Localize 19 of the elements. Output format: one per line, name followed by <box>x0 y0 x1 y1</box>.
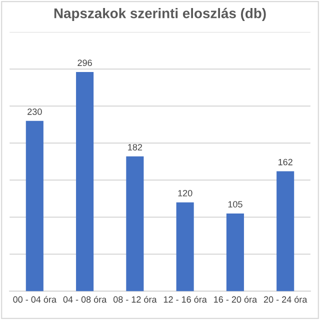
data-label: 162 <box>278 158 292 166</box>
bar <box>26 120 44 292</box>
data-label: 120 <box>178 190 192 196</box>
data-label: 105 <box>228 201 242 208</box>
x-tick-label: 00 - 04 óra <box>13 296 56 303</box>
data-label: 296 <box>78 60 92 66</box>
bar <box>176 202 194 292</box>
bar <box>276 171 294 292</box>
bar <box>76 72 94 292</box>
bar <box>226 213 244 292</box>
x-tick-label: 16 - 20 óra <box>214 296 258 303</box>
bar <box>126 156 144 292</box>
x-tick-label: 04 - 08 óra <box>63 296 107 303</box>
x-tick-label: 08 - 12 óra <box>113 296 157 303</box>
chart-title: Napszakok szerinti eloszlás (db) <box>54 8 266 21</box>
x-tick-label: 20 - 24 óra <box>264 296 308 303</box>
x-tick-label: 12 - 16 óra <box>164 296 207 303</box>
data-label: 182 <box>128 144 142 150</box>
data-label: 230 <box>28 108 42 115</box>
